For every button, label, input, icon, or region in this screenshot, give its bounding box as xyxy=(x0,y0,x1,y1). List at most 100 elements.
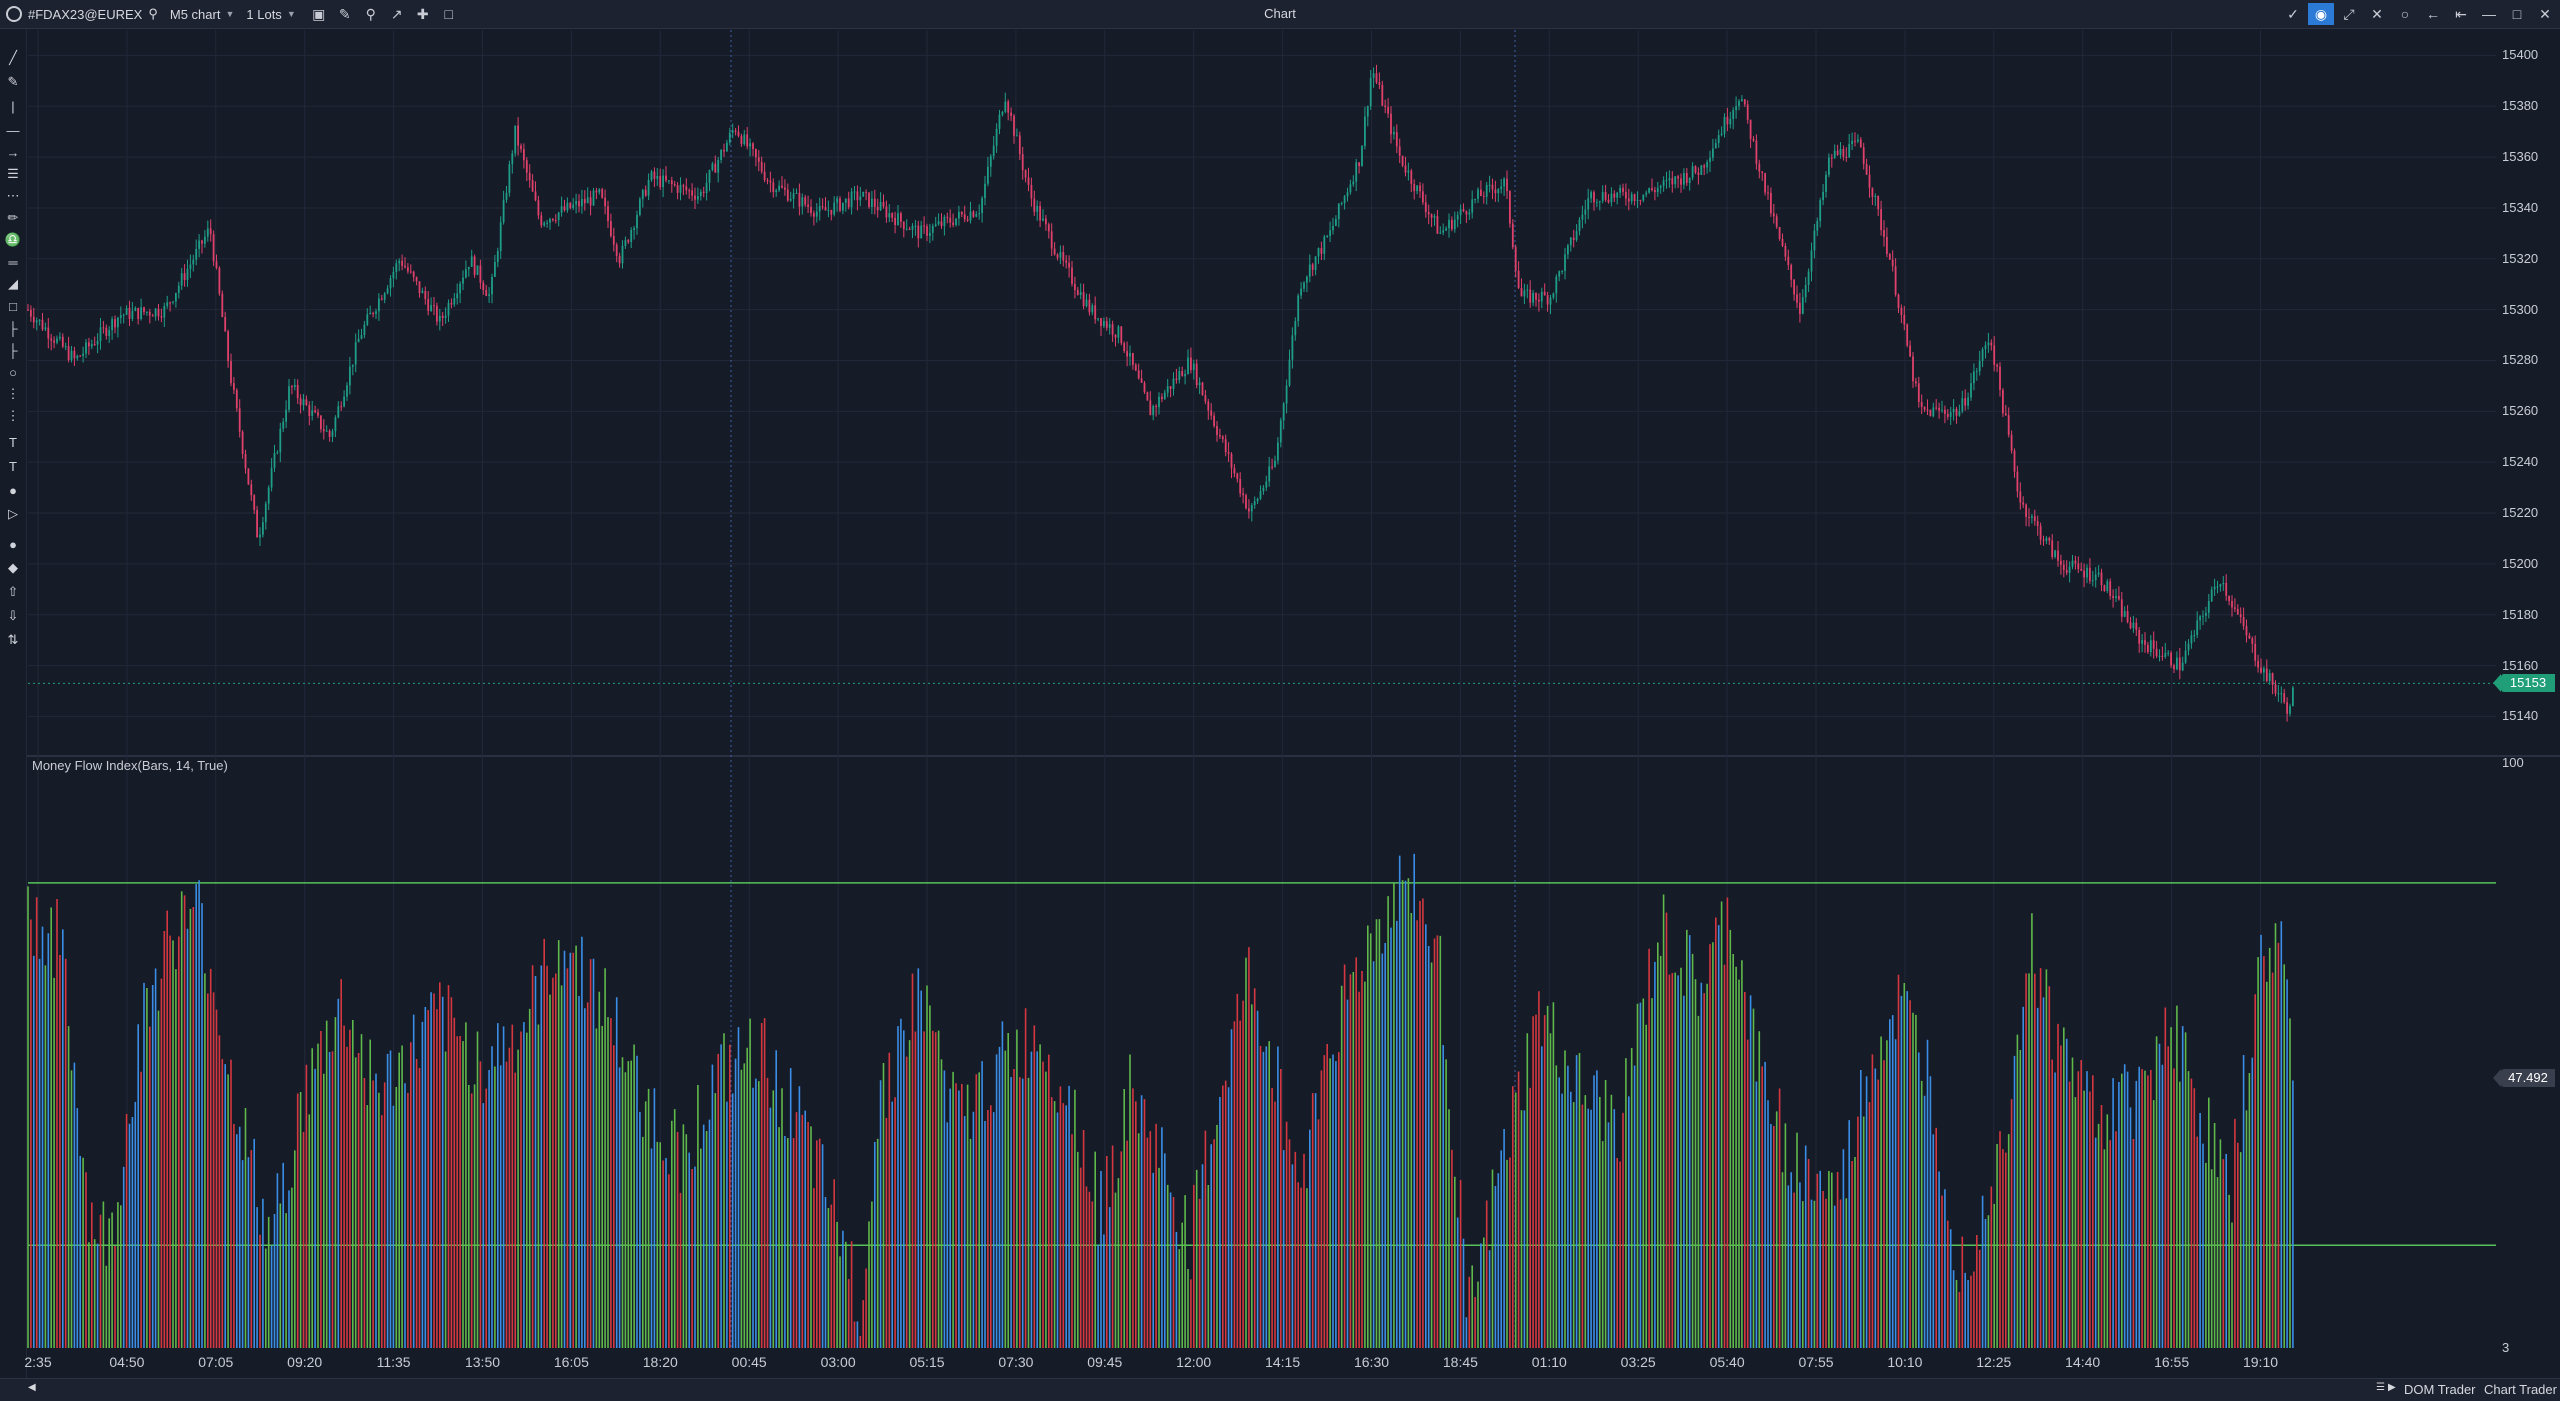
candle-body xyxy=(2112,595,2114,598)
brush-icon[interactable]: ✏ xyxy=(7,210,19,225)
candle-body xyxy=(1137,370,1140,379)
time-axis-label: 18:20 xyxy=(642,1354,678,1370)
pattern-icon[interactable]: ⋯ xyxy=(6,188,20,203)
candle-body xyxy=(2289,706,2291,714)
sort-icon[interactable]: ⇅ xyxy=(7,632,19,647)
candle-body xyxy=(1004,101,1007,112)
candle-body xyxy=(772,182,775,193)
scroll-handle-icon[interactable]: ☰ xyxy=(2376,1382,2385,1393)
draw-tool-icon[interactable]: ✎ xyxy=(338,5,351,22)
chart-trader-button[interactable]: Chart Trader xyxy=(2484,1382,2557,1397)
expand-icon[interactable]: ⤢ xyxy=(2343,5,2355,22)
maximize-icon[interactable]: □ xyxy=(2512,6,2522,22)
circle-icon[interactable]: ● xyxy=(9,536,17,552)
rectangle-icon[interactable]: □ xyxy=(9,298,17,314)
candle-body xyxy=(728,132,731,143)
candle-body xyxy=(273,452,276,468)
tag-icon[interactable]: ▷ xyxy=(8,506,18,521)
candle-body xyxy=(1888,253,1891,260)
candle-body xyxy=(502,199,505,223)
fib-icon[interactable]: ☰ xyxy=(7,166,19,181)
circle-menu-icon[interactable]: ○ xyxy=(2400,6,2410,22)
candle-body xyxy=(1227,452,1230,454)
candle-body xyxy=(1021,154,1024,171)
candle-body xyxy=(61,336,64,347)
horizontal-line-icon[interactable]: — xyxy=(6,122,20,138)
template-icon[interactable]: □ xyxy=(444,6,453,22)
dock-icon[interactable]: ⇤ xyxy=(2455,5,2467,22)
dots-icon[interactable]: ⋮ xyxy=(6,386,20,401)
arrow-up-icon[interactable]: ⇧ xyxy=(7,584,19,599)
candle-body xyxy=(1056,254,1059,258)
back-icon[interactable]: ← xyxy=(2426,6,2440,22)
zoom-icon[interactable]: ⚲ xyxy=(365,5,376,22)
candle-body xyxy=(192,259,195,265)
arrow-down-icon[interactable]: ⇩ xyxy=(7,608,19,623)
minimize-icon[interactable]: — xyxy=(2482,6,2496,22)
label-icon[interactable]: ● xyxy=(9,482,17,498)
search-icon[interactable]: ⚲ xyxy=(148,6,158,21)
candle-body xyxy=(1996,364,1998,367)
candle-body xyxy=(1291,335,1294,360)
candle-body xyxy=(1717,135,1720,144)
candle-body xyxy=(102,327,105,329)
close-icon[interactable]: ✕ xyxy=(2539,5,2551,22)
channel-icon[interactable]: ═ xyxy=(8,254,18,270)
candle-body xyxy=(160,316,163,318)
pin-icon[interactable]: ✓ xyxy=(2287,5,2299,22)
candle-body xyxy=(1471,199,1474,213)
lots-dropdown[interactable]: 1 Lots ▼ xyxy=(246,7,295,22)
camera-icon[interactable]: ◉ xyxy=(2308,3,2334,25)
candle-body xyxy=(2019,491,2022,503)
dom-trader-button[interactable]: DOM Trader xyxy=(2404,1382,2476,1397)
candle-body xyxy=(621,245,624,264)
bars-icon[interactable]: ├ xyxy=(8,320,18,336)
indicator-icon[interactable]: ↗ xyxy=(390,5,403,22)
candle-body xyxy=(444,315,447,318)
candle-body xyxy=(1946,413,1949,417)
text-icon[interactable]: T xyxy=(9,458,17,474)
candle-body xyxy=(1491,184,1494,190)
pencil-icon[interactable]: ✎ xyxy=(7,74,19,89)
candle-body xyxy=(818,206,821,212)
scroll-left-icon[interactable]: ◀ xyxy=(28,1382,36,1393)
candle-body xyxy=(1680,178,1682,185)
paint-icon[interactable]: ♎ xyxy=(4,232,22,247)
candle-body xyxy=(1129,353,1131,357)
candle-body xyxy=(2089,567,2091,581)
candle-body xyxy=(1149,400,1152,416)
diamond-icon[interactable]: ◆ xyxy=(8,560,18,575)
candle-body xyxy=(235,390,238,409)
candle-body xyxy=(1729,119,1732,125)
candle-body xyxy=(314,410,316,413)
symbol-selector[interactable]: #FDAX23@EUREX ⚲ xyxy=(28,6,158,22)
text-bold-icon[interactable]: T xyxy=(9,434,17,450)
timeframe-label: M5 chart xyxy=(169,6,221,22)
candle-body xyxy=(1990,342,1993,346)
line-tool-icon[interactable]: ╱ xyxy=(9,50,17,65)
triangle-icon[interactable]: ◢ xyxy=(8,276,18,291)
candle-body xyxy=(1053,248,1056,255)
ellipse-icon[interactable]: ○ xyxy=(9,364,17,380)
arrow-icon[interactable]: → xyxy=(6,144,20,160)
add-icon[interactable]: ✚ xyxy=(416,5,429,22)
candle-body xyxy=(1897,294,1900,309)
tools-icon[interactable]: ✕ xyxy=(2371,5,2383,22)
bars-left-icon[interactable]: ├ xyxy=(8,342,18,358)
candle-body xyxy=(1285,385,1288,404)
dots-vertical-icon[interactable]: ⋮ xyxy=(6,408,20,423)
candle-body xyxy=(955,218,957,225)
candle-body xyxy=(488,294,490,296)
candle-body xyxy=(1822,191,1824,201)
scroll-right-icon[interactable]: ▶ xyxy=(2388,1382,2396,1393)
candle-body xyxy=(1859,139,1862,148)
candle-body xyxy=(2086,567,2088,578)
candle-body xyxy=(781,185,783,188)
timeframe-dropdown[interactable]: M5 chart ▼ xyxy=(170,7,235,22)
vertical-line-icon[interactable]: | xyxy=(11,98,15,114)
chart-type-icon[interactable]: ▣ xyxy=(312,5,326,22)
candle-body xyxy=(2144,640,2146,645)
candle-body xyxy=(2190,635,2193,644)
candle-body xyxy=(1465,211,1468,215)
